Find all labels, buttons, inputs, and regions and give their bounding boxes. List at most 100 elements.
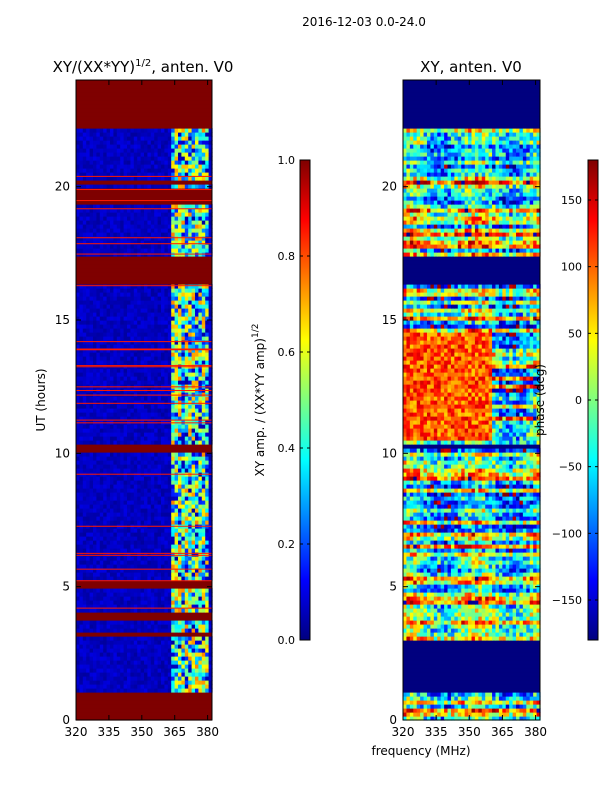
amplitude-cell (191, 508, 196, 513)
amplitude-cell (150, 436, 155, 441)
amplitude-cell (188, 328, 193, 333)
amplitude-cell (178, 368, 182, 373)
amplitude-cell (157, 316, 162, 321)
amplitude-cell (181, 308, 186, 313)
amplitude-cell (93, 396, 97, 401)
amplitude-cell (133, 416, 138, 421)
amplitude-cell (198, 144, 203, 149)
amplitude-cell (99, 380, 104, 385)
amplitude-cell (191, 148, 196, 153)
amplitude-cell (147, 552, 152, 557)
amplitude-cell (140, 172, 145, 177)
amplitude-cell (157, 540, 162, 545)
amplitude-cell (76, 692, 212, 697)
amplitude-cell (99, 544, 104, 549)
amplitude-cell (120, 604, 125, 609)
amplitude-cell (123, 248, 128, 253)
amplitude-cell (205, 404, 210, 409)
amplitude-cell (205, 652, 210, 657)
amplitude-cell (137, 236, 142, 241)
amplitude-cell (174, 488, 179, 493)
amplitude-cell (113, 436, 118, 441)
amplitude-cell (191, 348, 196, 353)
amplitude-cell (140, 476, 145, 481)
amplitude-cell (93, 304, 97, 309)
amplitude-cell (184, 424, 189, 429)
amplitude-cell (144, 464, 148, 469)
amplitude-cell (171, 480, 176, 485)
amplitude-cell (103, 556, 108, 561)
amplitude-cell (137, 344, 142, 349)
amplitude-cell (178, 288, 182, 293)
amplitude-cell (164, 352, 169, 357)
amplitude-cell (130, 512, 135, 517)
amplitude-cell (171, 160, 176, 165)
amplitude-cell (103, 224, 108, 229)
amplitude-cell (133, 420, 138, 425)
amplitude-cell (178, 600, 182, 605)
amplitude-cell (116, 556, 121, 561)
amplitude-cell (178, 488, 182, 493)
amplitude-cell (171, 312, 176, 317)
amplitude-cell (144, 332, 148, 337)
amplitude-cell (79, 248, 84, 253)
amplitude-cell (208, 340, 213, 345)
amplitude-cell (82, 484, 87, 489)
amplitude-cell (103, 304, 108, 309)
amplitude-cell (127, 628, 131, 633)
amplitude-cell (130, 372, 135, 377)
amplitude-cell (181, 400, 186, 405)
amplitude-cell (123, 500, 128, 505)
amplitude-cell (178, 380, 182, 385)
amplitude-cell (147, 636, 152, 641)
amplitude-cell (147, 564, 152, 569)
amplitude-cell (93, 604, 97, 609)
amplitude-cell (150, 500, 155, 505)
amplitude-cell (110, 300, 114, 305)
amplitude-cell (93, 220, 97, 225)
amplitude-cell (171, 412, 176, 417)
amplitude-cell (154, 456, 159, 461)
amplitude-cell (208, 416, 213, 421)
amplitude-cell (116, 476, 121, 481)
amplitude-cell (76, 136, 80, 141)
amplitude-cell (120, 356, 125, 361)
amplitude-cell (167, 240, 172, 245)
amplitude-cell (130, 288, 135, 293)
amplitude-cell (164, 244, 169, 249)
amplitude-cell (96, 380, 101, 385)
amplitude-cell (106, 392, 111, 397)
amplitude-cell (130, 352, 135, 357)
amplitude-cell (103, 532, 108, 537)
amplitude-cell (171, 520, 176, 525)
amplitude-cell (133, 384, 138, 389)
amplitude-cell (164, 588, 169, 593)
amplitude-cell (123, 656, 128, 661)
amplitude-cell (164, 204, 169, 209)
amplitude-cell (171, 288, 176, 293)
amplitude-cell (86, 412, 91, 417)
amplitude-cell (137, 224, 142, 229)
amplitude-cell (123, 676, 128, 681)
amplitude-cell (79, 592, 84, 597)
amplitude-cell (150, 440, 155, 445)
amplitude-cell (208, 508, 213, 513)
amplitude-cell (157, 128, 162, 133)
amplitude-cell (127, 140, 131, 145)
amplitude-cell (188, 228, 193, 233)
amplitude-cell (93, 324, 97, 329)
amplitude-cell (113, 688, 118, 693)
amplitude-cell (178, 420, 182, 425)
amplitude-cell (205, 332, 210, 337)
amplitude-cell (96, 368, 101, 373)
amplitude-cell (120, 468, 125, 473)
amplitude-cell (161, 544, 165, 549)
amplitude-cell (127, 336, 131, 341)
amplitude-cell (86, 576, 91, 581)
amplitude-cell (82, 660, 87, 665)
amplitude-cell (76, 508, 80, 513)
amplitude-cell (123, 328, 128, 333)
amplitude-cell (174, 664, 179, 669)
amplitude-cell (154, 240, 159, 245)
amplitude-cell (113, 324, 118, 329)
